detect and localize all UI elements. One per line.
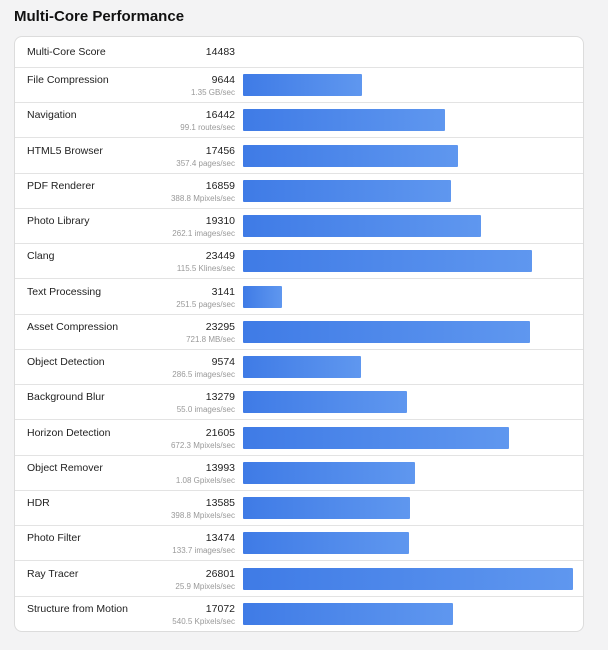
score-bar <box>243 497 411 519</box>
benchmark-label: PDF Renderer <box>27 179 95 192</box>
table-row: Background Blur 13279 55.0 images/sec <box>15 385 583 421</box>
score-bar <box>243 144 458 167</box>
score-bar <box>243 215 481 237</box>
table-row: Ray Tracer 26801 25.9 Mpixels/sec <box>15 562 583 597</box>
benchmark-label: Background Blur <box>27 391 105 404</box>
benchmark-throughput: 540.5 Kpixels/sec <box>172 616 235 626</box>
table-row: PDF Renderer 16859 388.8 Mpixels/sec <box>15 174 583 209</box>
score-bar <box>243 567 573 590</box>
benchmark-score: 9644 <box>211 74 235 86</box>
benchmark-score: 16442 <box>205 109 235 122</box>
benchmark-score: 13279 <box>205 391 235 404</box>
benchmark-throughput: 55.0 images/sec <box>176 405 235 415</box>
benchmark-throughput: 398.8 Mpixels/sec <box>170 511 235 520</box>
table-row: Text Processing 3141 251.5 pages/sec <box>15 280 583 315</box>
score-bar <box>243 356 361 378</box>
benchmark-score: 17456 <box>205 144 235 157</box>
score-bar <box>243 285 282 308</box>
benchmark-score: 26801 <box>205 567 235 580</box>
benchmark-label: HTML5 Browser <box>27 144 103 157</box>
table-row: Structure from Motion 17072 540.5 Kpixels/… <box>15 597 583 631</box>
results-card: Multi-Core Score 14483 File Compression 9… <box>14 36 584 632</box>
table-row: Clang 23449 115.5 Klines/sec <box>15 244 583 280</box>
benchmark-score: 23295 <box>205 320 235 333</box>
page-title: Multi-Core Performance <box>14 8 185 25</box>
score-bar <box>243 602 454 625</box>
table-row: Horizon Detection 21605 672.3 Mpixels/sec <box>15 421 583 456</box>
benchmark-throughput: 672.3 Mpixels/sec <box>170 440 235 450</box>
table-row: Photo Filter 13474 133.7 images/sec <box>15 526 583 562</box>
benchmark-throughput: 25.9 Mpixels/sec <box>175 581 235 591</box>
benchmark-label: Clang <box>27 250 55 263</box>
benchmark-throughput: 721.8 MB/sec <box>186 334 235 344</box>
benchmark-label: Ray Tracer <box>27 567 79 580</box>
benchmark-score: 23449 <box>205 250 235 263</box>
benchmark-score: 9574 <box>211 356 235 368</box>
score-bar <box>243 179 451 202</box>
benchmark-label: Navigation <box>27 109 77 122</box>
benchmark-score: 16859 <box>205 179 235 192</box>
score-bar <box>243 250 532 273</box>
benchmark-score: 13585 <box>205 497 235 509</box>
score-bar <box>243 109 446 132</box>
score-value: 14483 <box>205 46 235 58</box>
score-bar <box>243 74 362 96</box>
table-row: Object Remover 13993 1.08 Gpixels/sec <box>15 456 583 491</box>
benchmark-throughput: 1.35 GB/sec <box>190 88 235 97</box>
benchmark-label: Object Detection <box>27 356 105 368</box>
benchmark-label: Asset Compression <box>27 320 119 333</box>
table-row: HDR 13585 398.8 Mpixels/sec <box>15 491 583 526</box>
benchmark-score: 17072 <box>205 602 235 615</box>
benchmark-label: Photo Filter <box>27 532 81 545</box>
benchmark-label: Photo Library <box>27 215 90 227</box>
benchmark-throughput: 286.5 images/sec <box>172 370 235 379</box>
score-label: Multi-Core Score <box>27 46 106 58</box>
table-row: Object Detection 9574 286.5 images/sec <box>15 350 583 385</box>
benchmark-label: Horizon Detection <box>27 426 111 439</box>
benchmark-label: HDR <box>27 497 50 509</box>
benchmark-label: Text Processing <box>27 285 102 298</box>
score-bar <box>243 320 530 343</box>
benchmark-throughput: 251.5 pages/sec <box>176 299 235 309</box>
benchmark-score: 3141 <box>211 285 235 298</box>
benchmark-throughput: 99.1 routes/sec <box>180 123 235 133</box>
score-bar <box>243 426 510 449</box>
benchmark-throughput: 1.08 Gpixels/sec <box>175 475 235 485</box>
benchmark-label: File Compression <box>27 74 109 86</box>
benchmark-throughput: 115.5 Klines/sec <box>176 264 235 274</box>
benchmark-throughput: 357.4 pages/sec <box>176 158 235 168</box>
score-bar <box>243 532 409 555</box>
benchmark-score: 13474 <box>205 532 235 545</box>
benchmark-throughput: 133.7 images/sec <box>172 546 235 556</box>
benchmark-throughput: 388.8 Mpixels/sec <box>170 193 235 203</box>
table-row: Navigation 16442 99.1 routes/sec <box>15 103 583 139</box>
table-row: File Compression 9644 1.35 GB/sec <box>15 68 583 103</box>
benchmark-score: 13993 <box>205 461 235 474</box>
multi-core-score-row: Multi-Core Score 14483 <box>15 37 583 68</box>
score-bar <box>243 461 416 484</box>
table-row: HTML5 Browser 17456 357.4 pages/sec <box>15 139 583 174</box>
benchmark-throughput: 262.1 images/sec <box>172 229 235 238</box>
score-bar <box>243 391 407 414</box>
benchmark-label: Structure from Motion <box>27 602 128 615</box>
benchmark-score: 19310 <box>205 215 235 227</box>
table-row: Asset Compression 23295 721.8 MB/sec <box>15 315 583 350</box>
benchmark-label: Object Remover <box>27 461 103 474</box>
table-row: Photo Library 19310 262.1 images/sec <box>15 209 583 244</box>
benchmark-score: 21605 <box>205 426 235 439</box>
